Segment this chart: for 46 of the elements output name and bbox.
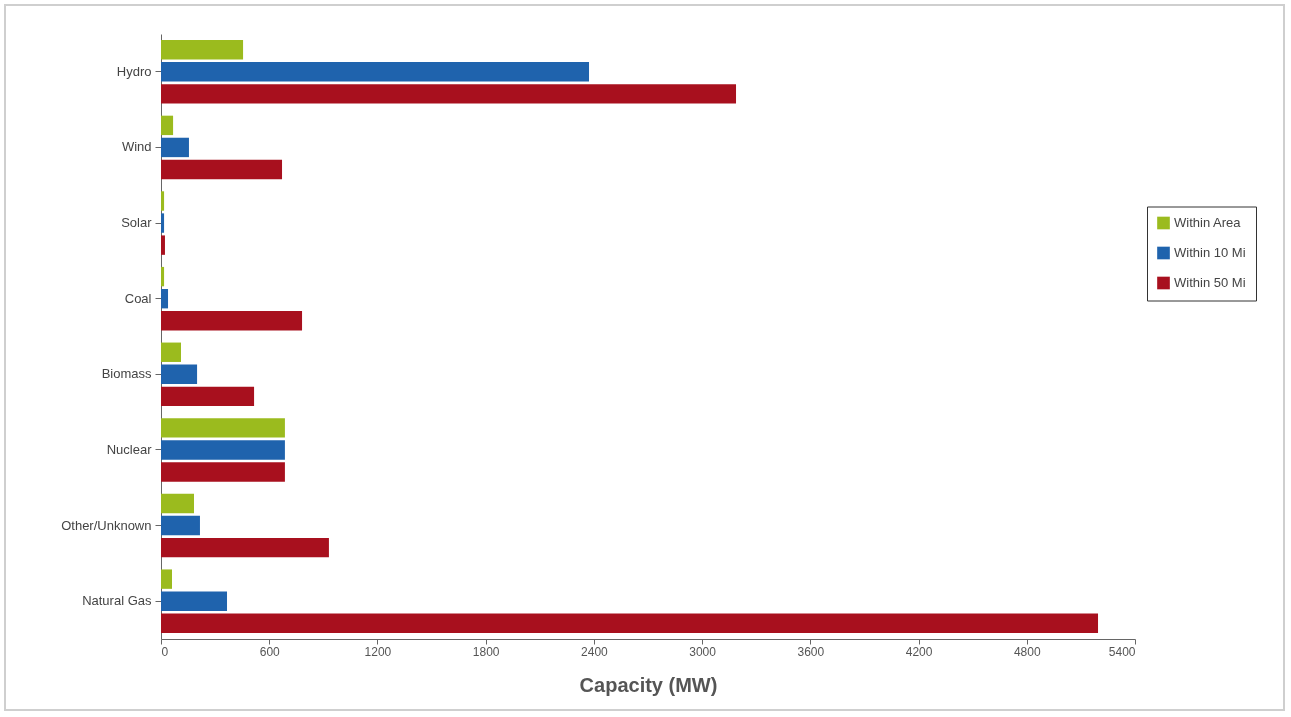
legend-label: Within Area [1174, 215, 1242, 230]
y-tick-label: Other/Unknown [61, 517, 152, 533]
bar [161, 137, 189, 158]
bar [161, 40, 244, 60]
bar [161, 213, 165, 233]
bar [161, 191, 165, 211]
bar [161, 84, 737, 104]
bar [161, 342, 182, 362]
y-tick-label: Coal [124, 290, 152, 306]
bar [161, 493, 195, 514]
y-tick-label: Wind [121, 139, 152, 155]
bar [161, 613, 1099, 633]
x-tick-label: 5400 [1108, 644, 1136, 659]
bar [161, 235, 165, 255]
bar [161, 311, 303, 331]
x-tick-label: 1200 [364, 644, 392, 659]
bar [161, 62, 590, 82]
bar [161, 288, 169, 309]
bar [161, 515, 200, 536]
x-tick-label: 600 [259, 644, 281, 659]
legend-label: Within 50 Mi [1174, 275, 1246, 290]
bar [161, 591, 228, 611]
x-tick-label: 4200 [905, 644, 933, 659]
bar [161, 418, 285, 438]
x-tick-label: 3000 [689, 644, 717, 659]
y-tick-label: Natural Gas [82, 593, 152, 609]
bar [161, 462, 285, 482]
bar [161, 266, 165, 287]
x-tick-label: 2400 [581, 644, 609, 659]
bar [161, 115, 174, 136]
y-tick-label: Nuclear [106, 441, 153, 457]
bar [161, 569, 172, 589]
bar [161, 386, 255, 407]
bar [161, 537, 329, 558]
y-tick-label: Biomass [101, 366, 152, 382]
x-tick-label: 4800 [1013, 644, 1041, 659]
legend-label: Within 10 Mi [1174, 245, 1246, 260]
bar [161, 159, 283, 180]
x-tick-label: 1800 [472, 644, 500, 659]
y-tick-label: Solar [121, 215, 153, 231]
bar [161, 364, 198, 385]
x-axis-title: Capacity (MW) [579, 673, 718, 696]
x-tick-label: 0 [161, 644, 169, 659]
x-tick-label: 3600 [797, 644, 825, 659]
bar [161, 440, 285, 460]
y-tick-label: Hydro [116, 63, 152, 79]
